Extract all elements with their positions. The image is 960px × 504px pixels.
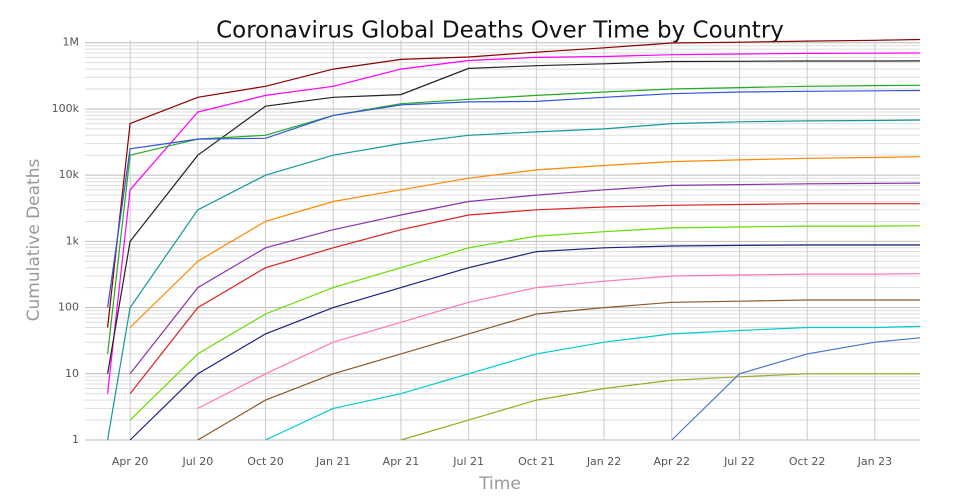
x-axis-title: Time xyxy=(478,474,521,494)
x-tick-label: Jul 21 xyxy=(452,455,484,468)
series-line xyxy=(107,38,921,328)
series-line xyxy=(400,373,920,441)
y-axis-title: Cumulative Deaths xyxy=(24,159,44,322)
series-line xyxy=(197,299,920,441)
x-tick-label: Jan 23 xyxy=(857,455,892,468)
series-line xyxy=(265,325,921,441)
series-line xyxy=(129,244,920,441)
x-tick-label: Jul 20 xyxy=(181,455,213,468)
series-line xyxy=(197,273,921,409)
x-tick-label: Jan 22 xyxy=(586,455,621,468)
x-tick-label: Jul 22 xyxy=(723,455,755,468)
y-tick-label: 10k xyxy=(59,168,80,181)
chart-title: Coronavirus Global Deaths Over Time by C… xyxy=(216,18,784,44)
x-tick-label: Oct 21 xyxy=(518,455,555,468)
y-tick-label: 1k xyxy=(66,234,80,247)
series-line xyxy=(129,156,921,328)
series-line xyxy=(107,119,921,441)
series-line xyxy=(129,203,920,395)
x-tick-label: Oct 22 xyxy=(789,455,826,468)
y-tick-label: 1 xyxy=(72,433,79,446)
x-tick-label: Apr 20 xyxy=(112,455,149,468)
y-tick-label: 100 xyxy=(58,301,79,314)
series-line xyxy=(129,182,921,375)
y-tick-label: 100k xyxy=(52,102,80,115)
x-tick-label: Jan 21 xyxy=(315,455,350,468)
x-tick-label: Oct 20 xyxy=(247,455,284,468)
series-line xyxy=(107,60,921,374)
x-tick-label: Apr 21 xyxy=(383,455,420,468)
series-line xyxy=(129,225,921,421)
y-tick-label: 10 xyxy=(65,367,79,380)
y-tick-label: 1M xyxy=(63,36,80,49)
series-line xyxy=(107,89,921,308)
series-line xyxy=(107,52,921,394)
x-tick-label: Apr 22 xyxy=(653,455,690,468)
series-line xyxy=(671,337,921,441)
